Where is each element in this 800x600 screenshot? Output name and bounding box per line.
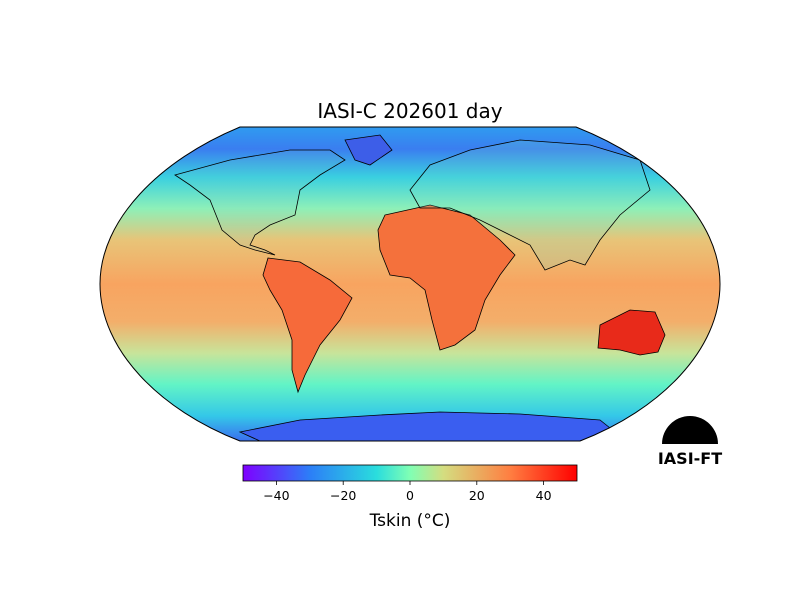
colorbar-label: Tskin (°C): [369, 511, 451, 531]
logo-text: IASI-FT: [658, 449, 722, 468]
tick-label: −40: [263, 488, 289, 503]
tick-label: 40: [536, 488, 552, 503]
tick-label: 20: [469, 488, 485, 503]
tick-label: 0: [406, 488, 414, 503]
logo-icon: [662, 416, 718, 444]
map-field: [100, 127, 720, 441]
title: IASI-C 202601 day: [317, 99, 502, 123]
temperature-field: [100, 127, 720, 441]
map-border: [99, 126, 721, 442]
coastlines: [174, 134, 666, 441]
logo: IASI-FT: [658, 416, 722, 468]
tick-label: −20: [330, 488, 356, 503]
colorbar: [242, 464, 578, 482]
